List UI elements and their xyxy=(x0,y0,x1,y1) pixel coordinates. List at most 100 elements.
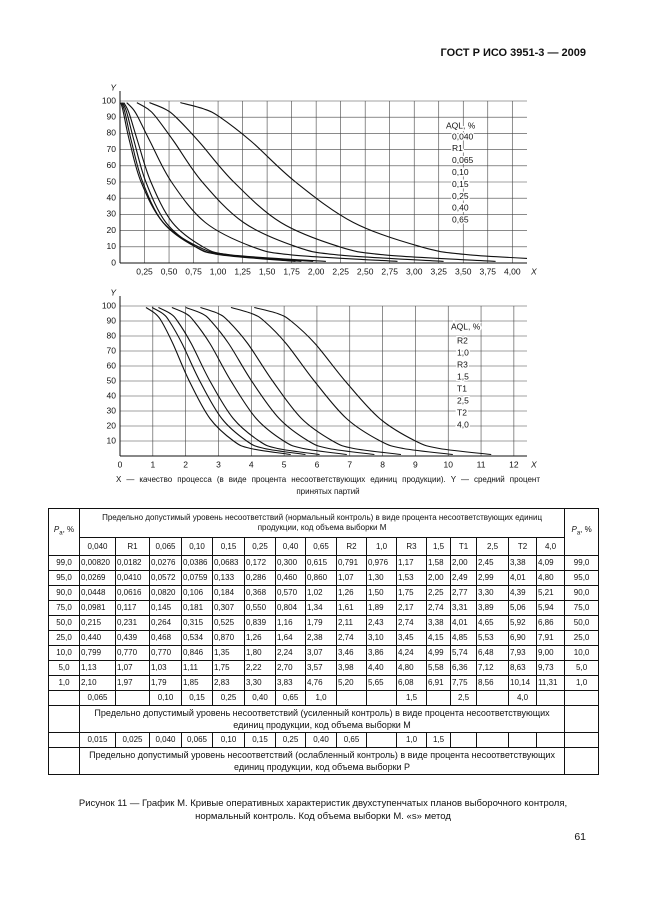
y-tick-label: 90 xyxy=(107,111,117,121)
table-cell: 7,93 xyxy=(508,645,537,661)
table-cell: 0,181 xyxy=(181,600,213,616)
table-cell: 2,70 xyxy=(275,660,306,676)
table-cell: 0,368 xyxy=(244,585,276,601)
y-tick-label: 20 xyxy=(107,420,117,430)
table-cell: 4,80 xyxy=(396,660,427,676)
aql-cell xyxy=(115,690,150,706)
x-tick-label: 2,00 xyxy=(308,266,325,276)
table-cell: 10,14 xyxy=(508,675,537,691)
table-cell: 0,315 xyxy=(181,615,213,631)
aql-row: 0,015 0,025 0,040 0,065 0,10 0,15 0,25 0,40 0,65… xyxy=(48,732,600,748)
pa-value: 5,0 xyxy=(564,660,600,676)
table-cell: 1,35 xyxy=(212,645,245,661)
pa-header: Pa, % xyxy=(564,508,600,556)
table-cell: 0,770 xyxy=(115,645,150,661)
legend-entry: 1,5 xyxy=(457,371,469,381)
table-cell: 2,83 xyxy=(212,675,245,691)
blank-cell xyxy=(48,690,80,706)
y-axis-label: Y xyxy=(110,287,117,297)
aql-cell: 0,065 xyxy=(79,690,116,706)
table-cell: 6,48 xyxy=(476,645,509,661)
table-cell: 2,24 xyxy=(275,645,306,661)
x-tick-label: 0,75 xyxy=(185,266,202,276)
oc-curve xyxy=(171,306,347,456)
legend-entry: R1 xyxy=(452,143,463,153)
control-heading: Предельно допустимый уровень несоответст… xyxy=(78,747,566,775)
oc-curve xyxy=(126,102,398,262)
table-cell: 0,570 xyxy=(275,585,306,601)
pa-value: 1,0 xyxy=(564,675,600,691)
aql-cell xyxy=(508,732,537,748)
table-cell: 1,79 xyxy=(149,675,182,691)
aql-cell: 0,40 xyxy=(244,690,276,706)
aql-cell: 1,0 xyxy=(396,732,427,748)
aql-row: 0,065 0,10 0,15 0,25 0,40 0,65 1,0 1,5 2,5 4,0 xyxy=(48,690,600,706)
legend-entry: 1,0 xyxy=(457,347,469,357)
column-header: 0,15 xyxy=(212,537,245,556)
table-cell: 8,63 xyxy=(508,660,537,676)
oc-curve xyxy=(149,102,496,262)
table-cell: 9,00 xyxy=(535,645,566,661)
blank-cell xyxy=(48,732,80,748)
table-cell: 0,231 xyxy=(115,615,150,631)
oc-curve xyxy=(180,102,527,259)
table-cell: 0,172 xyxy=(244,555,276,571)
y-axis-label: Y xyxy=(110,82,117,92)
y-tick-label: 40 xyxy=(107,192,117,202)
pa-value: 50,0 xyxy=(564,615,600,631)
column-header: 0,65 xyxy=(305,537,337,556)
table-cell: 1,02 xyxy=(305,585,337,601)
blank-cell xyxy=(564,690,600,706)
column-header: T2 xyxy=(508,537,537,556)
control-heading: Предельно допустимый уровень несоответст… xyxy=(78,705,566,733)
legend-entry: 0,040 xyxy=(452,131,474,141)
table-cell: 0,839 xyxy=(244,615,276,631)
legend-entry: T1 xyxy=(457,383,467,393)
data-row: 99,0 0,00820 0,0182 0,0276 0,0386 0,0683 0,172… xyxy=(48,555,600,571)
x-tick-label: 3,00 xyxy=(406,266,423,276)
pa-subscript: a xyxy=(59,530,63,537)
pa-value: 75,0 xyxy=(564,600,600,616)
table-cell: 3,30 xyxy=(476,585,509,601)
oc-curve xyxy=(123,102,302,262)
table-cell: 3,46 xyxy=(336,645,367,661)
aql-cell: 1,5 xyxy=(396,690,427,706)
table-cell: 2,17 xyxy=(396,600,427,616)
column-header: 0,40 xyxy=(275,537,306,556)
y-tick-label: 60 xyxy=(107,360,117,370)
y-tick-label: 30 xyxy=(107,405,117,415)
table-cell: 4,39 xyxy=(508,585,537,601)
table-cell: 1,75 xyxy=(212,660,245,676)
table-cell: 3,45 xyxy=(396,630,427,646)
y-tick-label: 100 xyxy=(102,300,116,310)
table-cell: 5,21 xyxy=(535,585,566,601)
oc-curve xyxy=(200,306,402,456)
table-cell: 0,860 xyxy=(305,570,337,586)
aql-cell: 0,015 xyxy=(79,732,116,748)
pa-value: 95,0 xyxy=(48,570,80,586)
table-cell: 3,38 xyxy=(426,615,451,631)
legend-entry: 4,0 xyxy=(457,419,469,429)
table-cell: 6,91 xyxy=(426,675,451,691)
column-header: 0,065 xyxy=(149,537,182,556)
aql-cell: 0,065 xyxy=(181,732,213,748)
table-cell: 3,86 xyxy=(366,645,397,661)
table-cell: 1,17 xyxy=(396,555,427,571)
aql-cell: 1,0 xyxy=(305,690,337,706)
table-cell: 0,133 xyxy=(212,570,245,586)
pa-value: 50,0 xyxy=(48,615,80,631)
table-cell: 2,22 xyxy=(244,660,276,676)
aql-cell xyxy=(535,732,566,748)
table-cell: 6,90 xyxy=(508,630,537,646)
blank-cell xyxy=(564,705,600,733)
oc-curve xyxy=(185,306,375,456)
aql-cell: 0,25 xyxy=(275,732,306,748)
pa-value: 99,0 xyxy=(564,555,600,571)
x-tick-label: 2 xyxy=(183,459,188,469)
pa-value: 99,0 xyxy=(48,555,80,571)
table-cell: 0,525 xyxy=(212,615,245,631)
table-cell: 1,53 xyxy=(396,570,427,586)
x-tick-label: 1 xyxy=(150,459,155,469)
table-cell: 1,89 xyxy=(366,600,397,616)
table-cell: 1,64 xyxy=(275,630,306,646)
